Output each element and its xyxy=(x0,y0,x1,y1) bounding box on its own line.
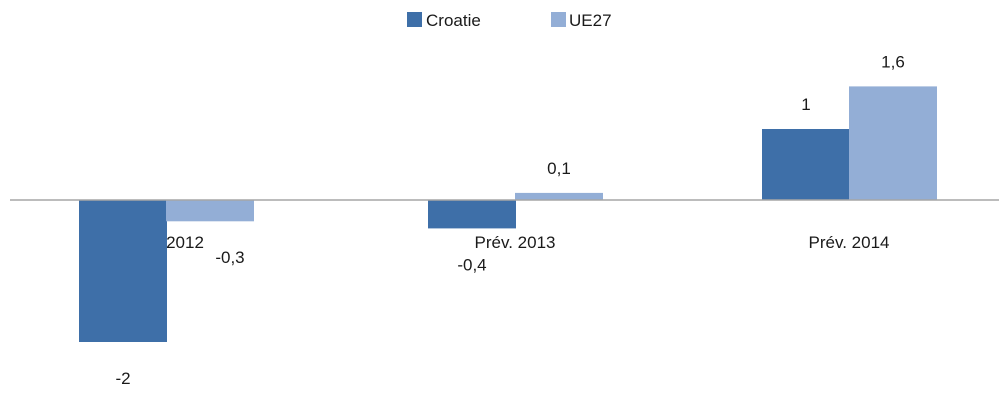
bar-croatie-1 xyxy=(428,200,516,229)
category-labels: 2012 Prév. 2013 Prév. 2014 xyxy=(166,233,889,252)
legend-label-croatie: Croatie xyxy=(426,11,481,30)
legend-label-ue27: UE27 xyxy=(569,11,612,30)
data-label-croatie-1: -0,4 xyxy=(457,255,486,274)
data-label-ue27-0: -0,3 xyxy=(215,248,244,267)
category-label-2: Prév. 2014 xyxy=(809,233,890,252)
data-label-croatie-2: 1 xyxy=(801,95,810,114)
bar-ue27-1 xyxy=(515,192,603,200)
category-label-0: 2012 xyxy=(166,233,204,252)
legend: Croatie UE27 xyxy=(407,11,612,30)
data-label-ue27-1: 0,1 xyxy=(547,159,571,178)
bar-croatie-2 xyxy=(762,129,850,200)
data-label-ue27-2: 1,6 xyxy=(881,52,905,71)
bar-croatie-0 xyxy=(79,200,167,342)
data-label-croatie-0: -2 xyxy=(115,369,130,388)
bar-ue27-2 xyxy=(849,86,937,200)
bars-group xyxy=(79,86,937,342)
data-labels: -2 -0,4 1 -0,3 0,1 1,6 xyxy=(115,52,904,388)
bar-ue27-0 xyxy=(166,200,254,222)
category-label-1: Prév. 2013 xyxy=(475,233,556,252)
legend-swatch-ue27 xyxy=(551,12,566,27)
legend-swatch-croatie xyxy=(407,12,422,27)
